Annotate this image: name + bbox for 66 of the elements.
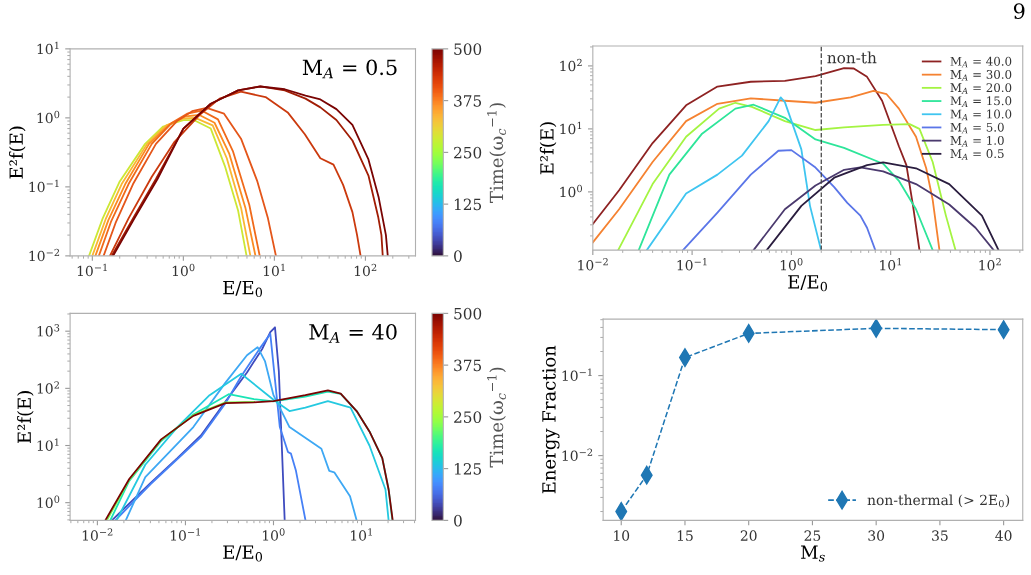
x-tick-label: 40 <box>995 530 1012 541</box>
y-tick-label: 10$^{−1}$ <box>562 368 592 381</box>
x-tick-label: 10$^{−2}$ <box>82 528 113 541</box>
y-axis-title: E²f(E) <box>539 122 557 175</box>
y-tick-label: 10$^{0}$ <box>37 110 60 124</box>
x-axis-title: E/E$_{0}$ <box>223 545 263 562</box>
y-axis-title: E²f(E) <box>17 391 34 444</box>
x-tick-label: 10 <box>614 530 630 541</box>
y-tick-label: 10$^{3}$ <box>37 324 60 337</box>
y-tick-label: 10$^{1}$ <box>37 41 59 55</box>
x-tick-label: 15 <box>677 530 693 541</box>
legend-label: non-thermal (> 2E$_{0}$) <box>867 494 1010 508</box>
x-tick-label: 10$^{2}$ <box>979 258 1001 271</box>
x-tick-label: 25 <box>804 530 821 541</box>
legend-label: M$_{A}$ = 0.5 <box>950 149 1004 160</box>
legend-label: M$_{A}$ = 10.0 <box>950 109 1012 121</box>
y-tick-label: 10$^{2}$ <box>37 381 59 394</box>
y-tick-label: 10$^{1}$ <box>37 438 59 451</box>
color-bar-label: 0 <box>454 514 462 527</box>
x-axis-title: M$_{s}$ <box>801 545 825 562</box>
x-tick-label: 10$^{−1}$ <box>77 263 107 277</box>
legend-label: M$_{A}$ = 5.0 <box>950 122 1004 134</box>
y-tick-label: 10$^{−2}$ <box>562 448 593 461</box>
ref-line-label: non-th <box>827 51 877 64</box>
color-bar-label: 375 <box>454 95 482 107</box>
x-tick-label: 10$^{1}$ <box>880 258 902 271</box>
legend-label: M$_{A}$ = 15.0 <box>950 96 1012 107</box>
x-tick-label: 10$^{1}$ <box>351 528 372 541</box>
y-tick-label: 10$^{0}$ <box>560 184 582 198</box>
x-tick-label: 10$^{0}$ <box>172 263 195 277</box>
color-bar-label: 500 <box>454 43 482 55</box>
x-tick-label: 10$^{2}$ <box>354 263 377 277</box>
x-tick-label: 35 <box>932 530 948 541</box>
x-tick-label: 20 <box>740 530 757 541</box>
y-tick-label: 10$^{−2}$ <box>29 248 60 262</box>
color-bar-label: 250 <box>454 411 482 423</box>
annotation: M$_{A}$ = 40 <box>309 323 397 343</box>
y-tick-label: 10$^{−1}$ <box>29 179 59 193</box>
color-bar-label: 375 <box>454 359 482 372</box>
color-bar-title: Time(ω$_{c}$$^{−1}$) <box>487 103 507 203</box>
x-tick-label: 30 <box>868 530 885 541</box>
y-tick-label: 10$^{0}$ <box>37 495 60 509</box>
x-tick-label: 10$^{−2}$ <box>578 258 608 271</box>
color-bar-label: 125 <box>454 463 482 475</box>
legend-label: M$_{A}$ = 30.0 <box>950 69 1012 81</box>
x-tick-label: 10$^{1}$ <box>263 263 285 277</box>
y-tick-label: 10$^{1}$ <box>560 121 582 135</box>
y-axis-title: Energy Fraction <box>542 345 560 494</box>
color-bar-label: 500 <box>454 307 482 320</box>
x-tick-label: 10$^{−1}$ <box>677 258 707 271</box>
x-axis-title: E/E$_{0}$ <box>223 280 263 298</box>
x-axis-title: E/E$_{0}$ <box>788 275 828 292</box>
legend-label: M$_{A}$ = 40.0 <box>950 56 1012 68</box>
x-tick-label: 10$^{−1}$ <box>170 528 200 541</box>
color-bar-label: 250 <box>454 146 482 159</box>
y-tick-label: 10$^{2}$ <box>560 58 582 72</box>
legend-label: M$_{A}$ = 20.0 <box>950 83 1012 94</box>
annotation: M$_{A}$ = 0.5 <box>302 59 397 79</box>
color-bar-label: 0 <box>454 250 462 262</box>
legend-label: M$_{A}$ = 1.0 <box>950 135 1004 147</box>
text: 9 <box>1013 3 1025 19</box>
color-bar-title: Time(ω$_{c}$$^{−1}$) <box>487 367 507 468</box>
color-bar-label: 125 <box>454 198 482 211</box>
x-tick-label: 10$^{0}$ <box>262 528 285 541</box>
x-tick-label: 10$^{0}$ <box>780 258 803 271</box>
y-axis-title: E²f(E) <box>9 126 26 179</box>
